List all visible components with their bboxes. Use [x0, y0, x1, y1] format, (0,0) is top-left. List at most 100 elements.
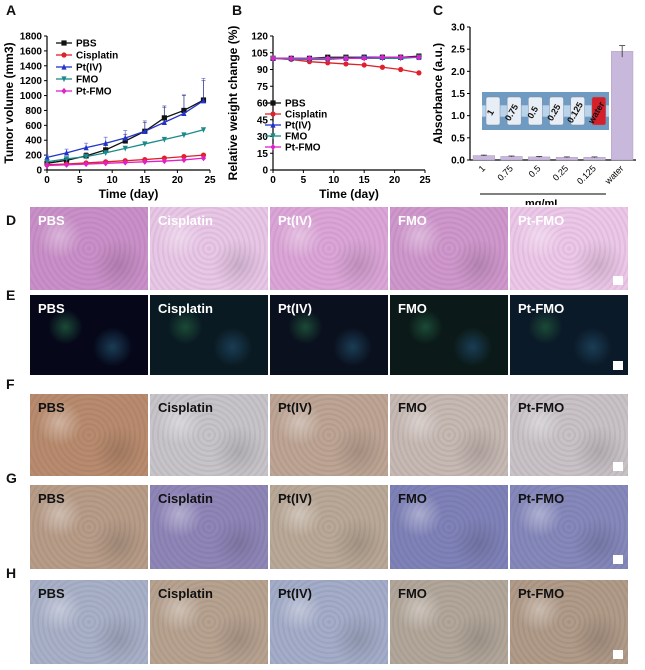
image-row-e: PBS Cisplatin Pt(IV) FMO Pt-FMO: [30, 295, 628, 375]
legend-label: Pt-FMO: [285, 143, 321, 154]
data-point: [142, 141, 148, 148]
scale-bar: [613, 555, 623, 564]
data-point: [122, 138, 128, 144]
y-tick-label: 800: [25, 106, 42, 117]
x-tick-label: 15: [139, 175, 151, 186]
data-point: [63, 149, 70, 156]
data-point: [181, 154, 187, 160]
x-tick-label: 15: [359, 175, 371, 186]
y-tick-label: 2.5: [451, 45, 465, 56]
y-tick-label: 1.0: [451, 111, 465, 122]
x-tick-label: 0.5: [527, 163, 543, 179]
data-point: [122, 145, 128, 152]
x-axis-title: Time (day): [99, 187, 159, 201]
weight-change-chart: 0 5 10 15 20 25 0 15 30 45 60 75 90 105 120 Time (day) R…: [226, 26, 431, 201]
micrograph-tile: FMO: [390, 295, 508, 375]
y-tick-label: 1800: [20, 32, 43, 43]
image-row-h: PBS Cisplatin Pt(IV) FMO Pt-FMO: [30, 580, 628, 664]
y-tick-label: 1600: [20, 46, 43, 57]
panel-label-d: D: [6, 212, 17, 228]
data-point: [142, 158, 148, 165]
group-label: Pt(IV): [278, 400, 312, 415]
micrograph-tile: Cisplatin: [150, 485, 268, 569]
y-tick-label: 600: [25, 121, 42, 132]
image-row-f: PBS Cisplatin Pt(IV) FMO Pt-FMO: [30, 394, 628, 476]
y-tick-label: 105: [251, 48, 268, 59]
group-label: Pt(IV): [278, 586, 312, 601]
vial: [485, 96, 501, 126]
micrograph-tile: Cisplatin: [150, 295, 268, 375]
x-tick-label: 25: [204, 175, 216, 186]
x-tick-label: 5: [77, 175, 83, 186]
micrograph-tile: Pt-FMO: [510, 485, 628, 569]
panel-label-g: G: [6, 470, 17, 486]
micrograph-tile: FMO: [390, 485, 508, 569]
legend-label: Pt(IV): [285, 121, 311, 132]
x-tick-label: 0: [44, 175, 50, 186]
legend-marker: [270, 111, 276, 117]
data-point: [122, 159, 128, 166]
x-tick-label: 20: [172, 175, 184, 186]
x-tick-label: 10: [107, 175, 119, 186]
data-point: [288, 55, 294, 62]
micrograph-tile: Cisplatin: [150, 207, 268, 290]
legend-label: PBS: [285, 99, 306, 110]
y-tick-label: 1400: [20, 61, 43, 72]
data-point: [181, 132, 187, 139]
group-label: PBS: [38, 301, 65, 316]
y-tick-label: 75: [257, 82, 269, 93]
y-tick-label: 1200: [20, 76, 43, 87]
image-row-d: PBS Cisplatin Pt(IV) FMO Pt-FMO: [30, 207, 628, 290]
group-label: FMO: [398, 491, 427, 506]
group-label: PBS: [38, 400, 65, 415]
legend-label: Pt(IV): [76, 63, 102, 74]
vial: [549, 96, 564, 126]
panel-label-a: A: [6, 2, 17, 18]
data-point: [325, 55, 331, 62]
legend-label: Pt-FMO: [76, 87, 112, 98]
group-label: Cisplatin: [158, 213, 213, 228]
micrograph-tile: PBS: [30, 394, 148, 476]
group-label: FMO: [398, 586, 427, 601]
legend-label: FMO: [76, 75, 98, 86]
micrograph-tile: Pt(IV): [270, 580, 388, 664]
y-tick-label: 120: [251, 32, 268, 43]
y-tick-label: 0.5: [451, 133, 465, 144]
y-tick-label: 0: [262, 166, 268, 177]
data-point: [103, 160, 109, 167]
data-point: [325, 60, 331, 66]
micrograph-tile: Pt-FMO: [510, 295, 628, 375]
x-tick-label: 1: [477, 163, 488, 174]
micrograph-tile: Cisplatin: [150, 580, 268, 664]
vial: [506, 96, 522, 126]
data-point: [181, 156, 187, 164]
group-label: Cisplatin: [158, 400, 213, 415]
x-tick-label: 25: [419, 175, 431, 186]
data-point: [103, 147, 109, 153]
scale-bar: [613, 361, 623, 370]
data-point: [361, 62, 367, 68]
group-label: Pt-FMO: [518, 213, 565, 228]
y-tick-label: 1.5: [451, 89, 465, 100]
y-tick-label: 0.0: [451, 156, 465, 167]
panel-label-b: B: [232, 2, 243, 18]
y-tick-label: 45: [257, 115, 269, 126]
scale-bar: [613, 276, 623, 285]
data-point: [161, 115, 167, 121]
vial: [570, 96, 585, 126]
data-point: [379, 54, 386, 61]
x-tick-label: 20: [389, 175, 401, 186]
legend-label: Cisplatin: [285, 110, 327, 121]
micrograph-tile: PBS: [30, 207, 148, 290]
y-tick-label: 0: [36, 166, 42, 177]
y-tick-label: 3.0: [451, 23, 465, 34]
micrograph-tile: Pt-FMO: [510, 580, 628, 664]
bar: [611, 51, 634, 161]
micrograph-tile: Pt(IV): [270, 394, 388, 476]
group-label: Pt(IV): [278, 491, 312, 506]
bar: [472, 155, 495, 161]
legend-marker: [61, 76, 67, 83]
x-tick-label: 0.125: [575, 163, 598, 186]
micrograph-tile: FMO: [390, 580, 508, 664]
